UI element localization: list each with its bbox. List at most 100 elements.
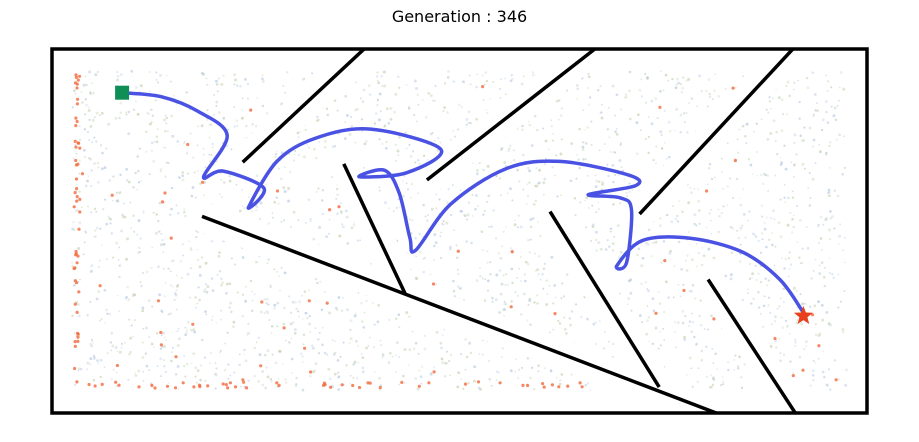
population-point xyxy=(255,174,259,177)
population-point xyxy=(684,315,687,318)
population-point xyxy=(814,361,817,364)
population-point xyxy=(253,374,256,378)
population-point xyxy=(795,289,798,293)
population-point xyxy=(331,339,334,342)
population-point xyxy=(555,99,559,103)
population-point xyxy=(210,352,213,355)
population-point xyxy=(812,359,815,362)
population-point xyxy=(406,188,410,191)
population-point xyxy=(457,128,460,131)
population-point xyxy=(780,316,783,319)
population-point xyxy=(115,199,119,203)
population-point xyxy=(490,384,493,387)
population-point xyxy=(193,171,196,174)
population-point xyxy=(88,70,92,74)
population-point xyxy=(509,144,512,148)
population-point xyxy=(301,361,304,363)
population-point xyxy=(157,128,159,131)
population-point xyxy=(668,251,672,255)
population-point xyxy=(177,387,180,390)
population-point xyxy=(657,291,660,293)
population-point xyxy=(303,290,307,294)
population-point xyxy=(721,187,725,190)
population-point xyxy=(542,181,546,185)
population-point xyxy=(498,269,502,272)
population-point xyxy=(144,352,147,355)
population-point xyxy=(745,122,749,126)
population-point xyxy=(311,344,314,347)
population-point xyxy=(304,311,308,315)
population-highlight-point xyxy=(75,187,79,191)
population-point xyxy=(708,385,712,389)
population-point xyxy=(741,298,744,302)
population-point xyxy=(215,160,218,163)
population-point xyxy=(514,291,517,293)
population-point xyxy=(354,141,357,144)
population-point xyxy=(73,331,76,335)
population-point xyxy=(597,208,600,211)
population-highlight-point xyxy=(73,340,77,344)
population-point xyxy=(186,272,190,276)
population-point xyxy=(174,373,178,376)
population-point xyxy=(726,204,729,207)
population-point xyxy=(537,364,540,368)
population-point xyxy=(328,311,331,315)
population-point xyxy=(159,167,163,171)
population-point xyxy=(685,269,689,272)
population-point xyxy=(312,147,316,151)
population-point xyxy=(178,176,181,179)
population-point xyxy=(509,187,512,191)
population-point xyxy=(78,125,81,128)
population-point xyxy=(258,255,261,258)
population-point xyxy=(767,111,770,114)
population-point xyxy=(215,83,218,86)
population-point xyxy=(825,217,828,221)
population-point xyxy=(828,141,832,144)
population-point xyxy=(284,91,287,94)
population-point xyxy=(384,201,387,205)
population-point xyxy=(662,240,666,243)
population-point xyxy=(824,100,828,103)
population-point xyxy=(204,310,207,313)
population-point xyxy=(415,86,418,90)
population-point xyxy=(768,100,772,103)
population-point xyxy=(779,359,782,363)
population-point xyxy=(349,319,353,323)
population-point xyxy=(520,313,523,316)
population-point xyxy=(528,120,530,123)
population-point xyxy=(825,311,829,314)
population-point xyxy=(257,380,260,383)
population-point xyxy=(681,310,685,313)
population-point xyxy=(767,189,770,192)
population-point xyxy=(693,213,697,217)
population-point xyxy=(609,227,613,231)
population-point xyxy=(282,186,286,190)
population-point xyxy=(740,386,744,390)
population-point xyxy=(638,314,642,317)
population-point xyxy=(145,150,148,153)
population-point xyxy=(86,313,89,317)
population-highlight-point xyxy=(165,384,170,388)
population-highlight-point xyxy=(76,254,80,258)
population-point xyxy=(511,281,514,285)
population-point xyxy=(72,157,75,160)
population-point xyxy=(204,283,208,286)
population-point xyxy=(170,186,174,190)
population-point xyxy=(784,201,787,204)
population-point xyxy=(784,167,788,171)
population-point xyxy=(78,367,80,370)
population-point xyxy=(115,371,118,374)
population-highlight-point xyxy=(682,288,686,293)
population-point xyxy=(560,107,563,110)
population-point xyxy=(814,162,817,165)
population-point xyxy=(393,110,396,114)
population-point xyxy=(118,264,122,267)
population-point xyxy=(277,202,280,205)
population-point xyxy=(214,79,218,83)
population-point xyxy=(318,331,321,334)
population-point xyxy=(663,141,666,144)
population-point xyxy=(85,231,88,234)
population-point xyxy=(205,77,208,80)
population-point xyxy=(595,238,598,242)
population-highlight-point xyxy=(98,284,102,288)
